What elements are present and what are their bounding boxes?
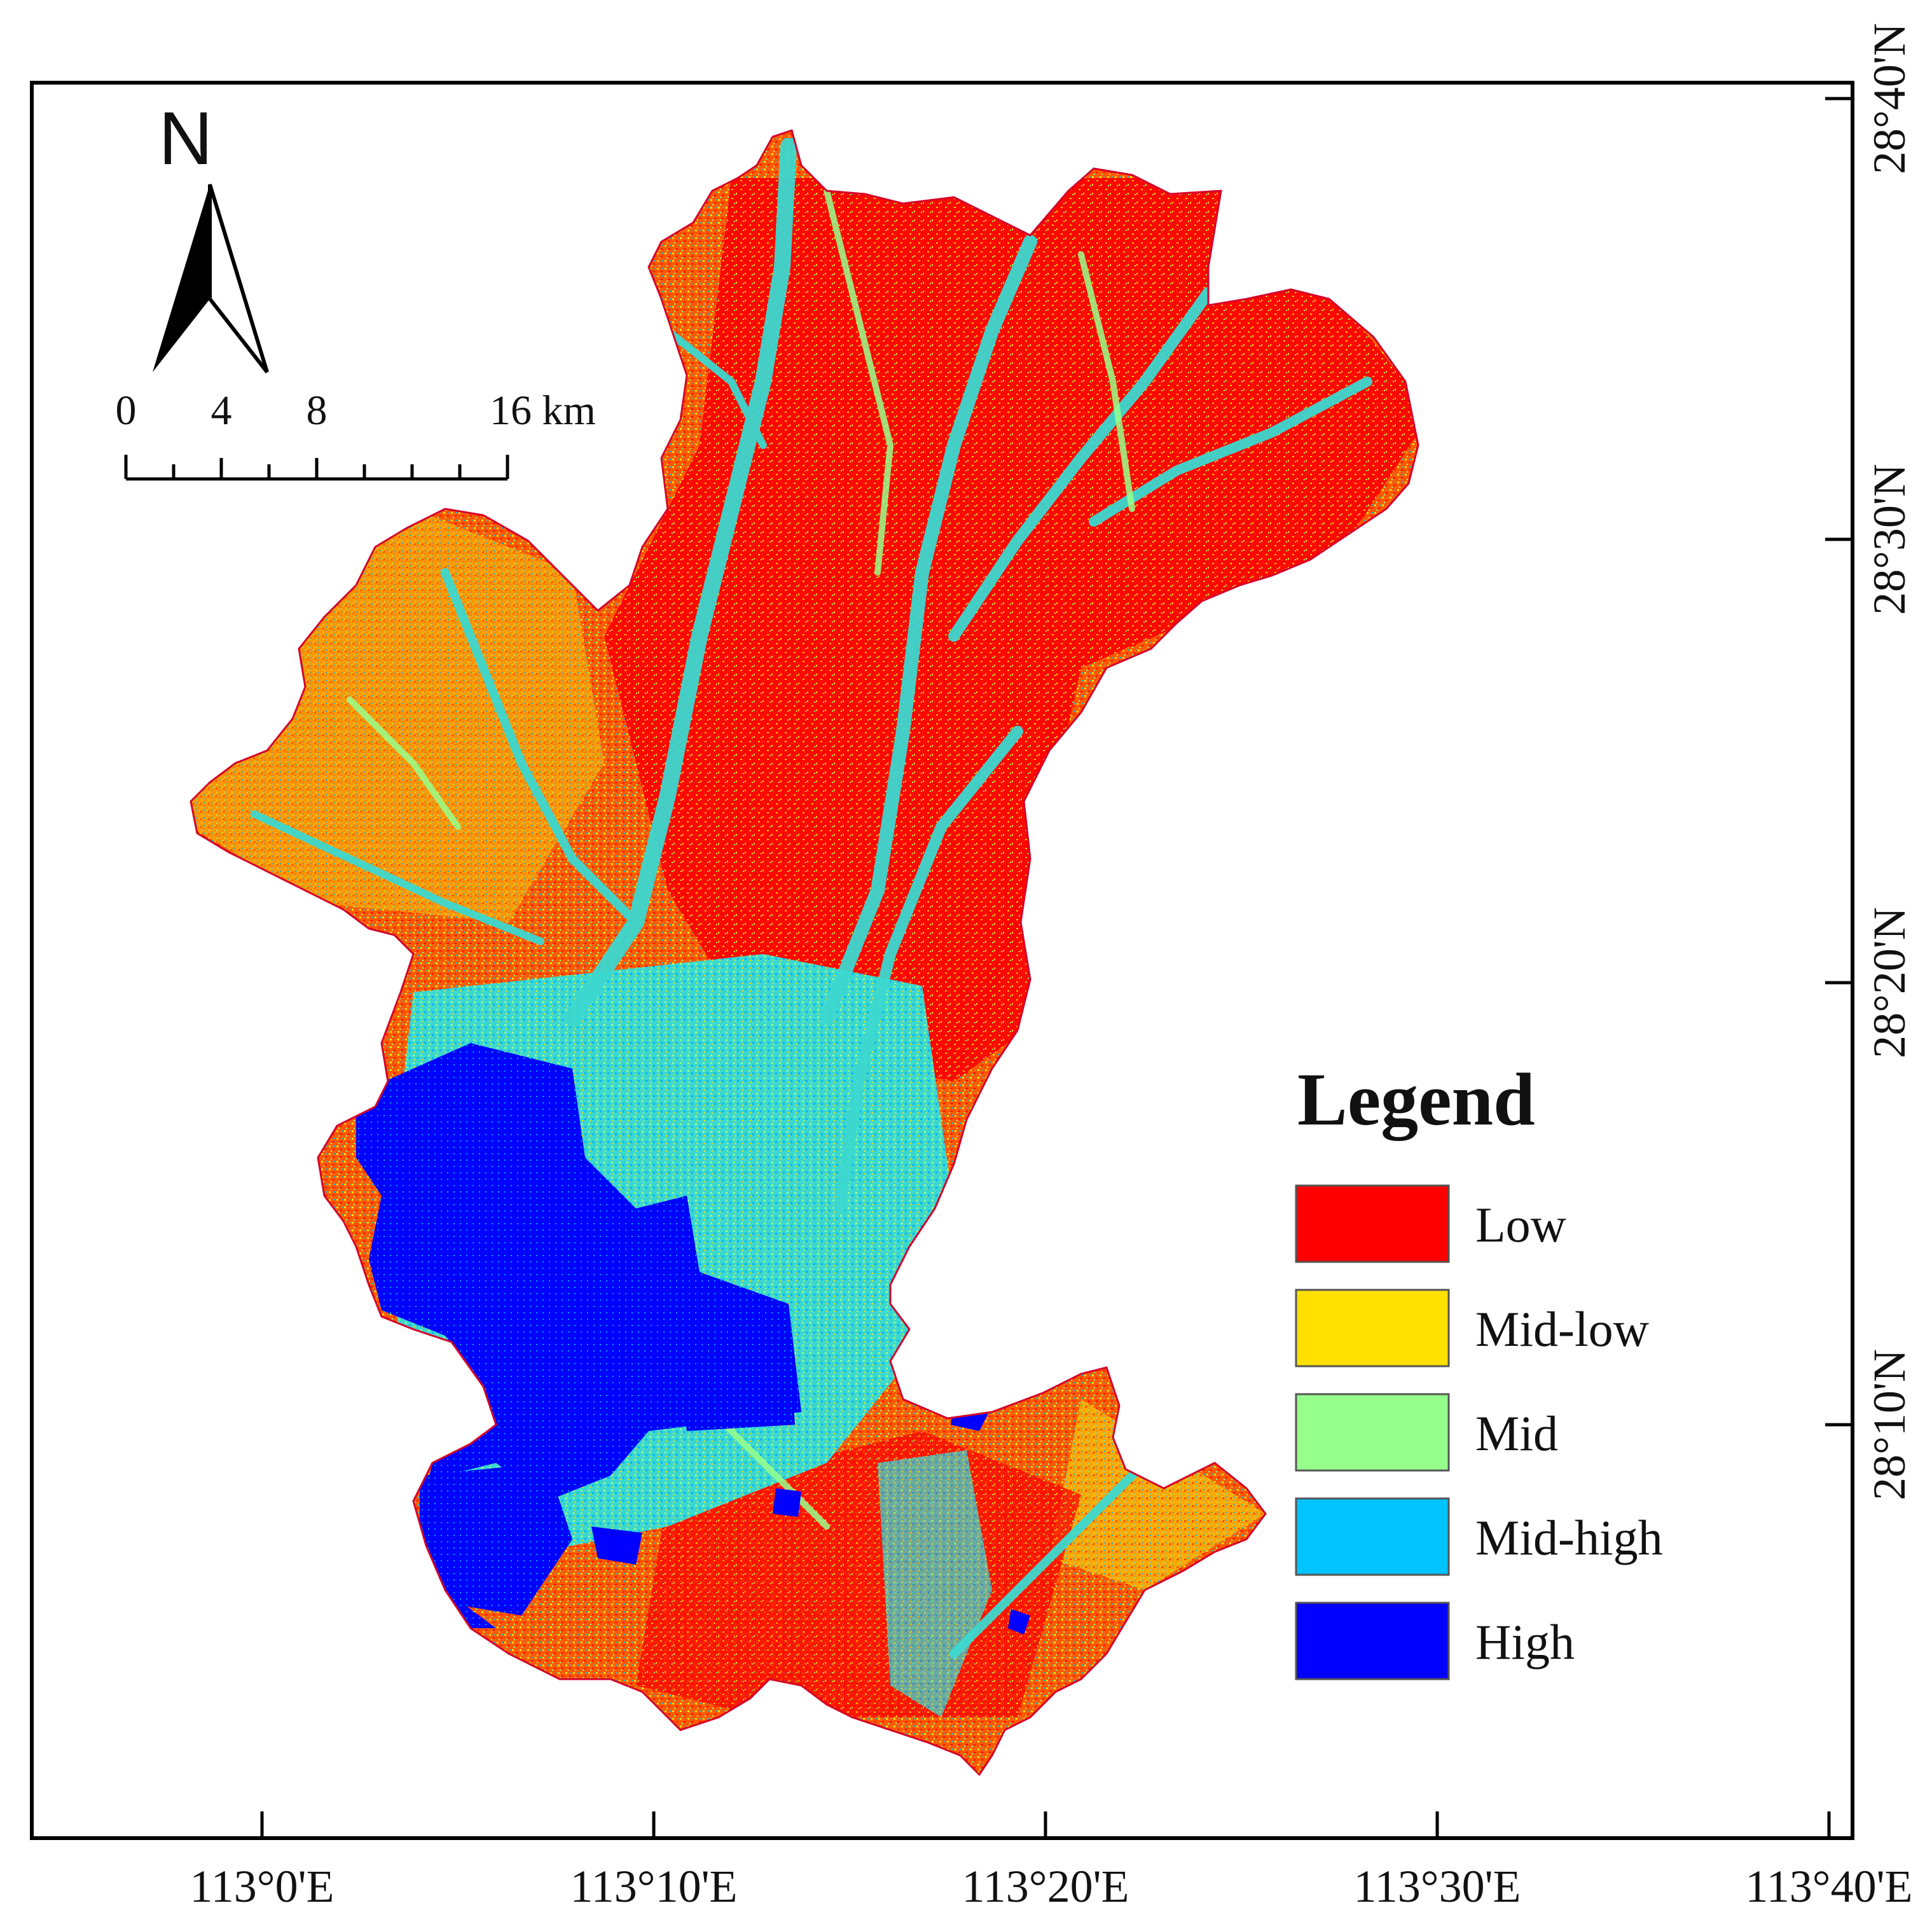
- scale-label-4: 4: [211, 387, 232, 434]
- legend-label-mid-low: Mid-low: [1475, 1301, 1649, 1357]
- legend-label-low: Low: [1475, 1197, 1566, 1252]
- legend-swatch-low: [1295, 1184, 1450, 1263]
- x-tick-label-113-0: 113°0'E: [190, 1861, 334, 1910]
- y-tick-label-28-30: 28°30'N: [1864, 464, 1915, 615]
- scale-label-8: 8: [307, 387, 328, 434]
- y-tick-label-28-20: 28°20'N: [1864, 907, 1915, 1058]
- study-area-raster: [191, 130, 1418, 1775]
- legend-title: Legend: [1297, 1058, 1535, 1141]
- north-arrow: N: [153, 97, 269, 373]
- y-axis: [1825, 97, 1853, 1427]
- legend-label-mid: Mid: [1475, 1406, 1558, 1461]
- north-arrow-right-half: [208, 184, 269, 373]
- x-tick-label-113-10: 113°10'E: [570, 1861, 737, 1910]
- y-tick-label-28-40: 28°40'N: [1864, 23, 1915, 174]
- x-axis: [260, 1811, 1831, 1838]
- legend-label-high: High: [1475, 1614, 1575, 1670]
- x-tick-label-113-30: 113°30'E: [1353, 1861, 1521, 1910]
- north-arrow-left-half: [153, 184, 210, 372]
- legend-swatch-mid-high: [1295, 1497, 1450, 1576]
- map-frame: [30, 81, 1854, 1840]
- x-tick-label-113-20: 113°20'E: [962, 1861, 1129, 1910]
- legend-label-mid-high: Mid-high: [1475, 1510, 1663, 1565]
- legend-swatch-mid: [1295, 1393, 1450, 1472]
- y-tick-label-28-10: 28°10'N: [1864, 1349, 1915, 1500]
- legend-swatch-high: [1295, 1602, 1450, 1680]
- scale-bar: 0 4 8 16 km: [116, 387, 596, 481]
- x-tick-label-113-40: 113°40'E: [1745, 1861, 1912, 1910]
- legend: Legend Low Mid-low Mid Mid-high High: [1295, 1058, 1663, 1680]
- scale-label-16: 16 km: [490, 387, 596, 434]
- legend-swatch-mid-low: [1295, 1289, 1450, 1367]
- north-arrow-letter: N: [158, 97, 212, 181]
- scale-label-0: 0: [116, 387, 137, 434]
